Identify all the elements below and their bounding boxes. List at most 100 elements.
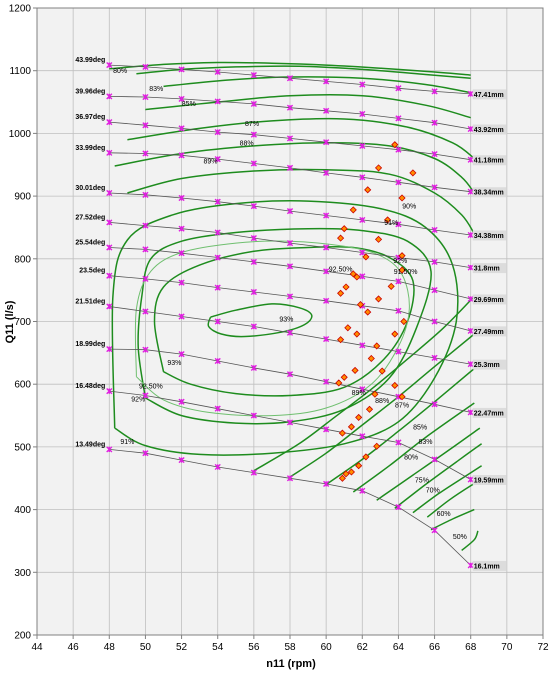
contour-label: 91% bbox=[120, 439, 134, 446]
guide-point-marker bbox=[250, 100, 257, 108]
opening-label-bg bbox=[472, 89, 507, 100]
opening-label: 47.41mm bbox=[474, 92, 504, 99]
y-tick-label: 800 bbox=[14, 254, 31, 265]
guide-point-marker bbox=[431, 258, 438, 266]
guide-point-marker bbox=[214, 405, 221, 412]
contour-label: 92.50% bbox=[139, 384, 163, 391]
test-point bbox=[355, 462, 363, 470]
guide-point-marker bbox=[214, 318, 221, 325]
guide-point-marker bbox=[106, 219, 113, 226]
y-tick-label: 900 bbox=[14, 192, 31, 203]
guide-point-marker bbox=[323, 244, 330, 251]
opening-label-bg bbox=[472, 326, 507, 337]
guide-point-marker bbox=[178, 313, 185, 320]
x-tick-label: 62 bbox=[357, 642, 369, 653]
guide-point-marker bbox=[323, 169, 330, 176]
guide-point-marker bbox=[467, 156, 474, 163]
guide-point-marker bbox=[323, 139, 330, 146]
guide-point-marker bbox=[214, 229, 221, 236]
efficiency-contour bbox=[461, 530, 479, 551]
guide-angle-label: 21.51deg bbox=[75, 298, 105, 305]
guide-point-marker bbox=[359, 386, 366, 393]
guide-point-marker bbox=[395, 146, 402, 153]
test-point bbox=[364, 308, 372, 316]
efficiency-contour bbox=[109, 61, 471, 76]
test-point bbox=[340, 373, 348, 381]
guide-point-marker bbox=[214, 156, 221, 163]
x-tick-label: 56 bbox=[248, 642, 260, 653]
guide-point-marker bbox=[467, 295, 474, 303]
guide-point-marker bbox=[142, 275, 149, 282]
guide-point-marker bbox=[286, 240, 294, 247]
guide-point-marker bbox=[467, 562, 474, 569]
test-point bbox=[355, 413, 363, 421]
guide-point-marker bbox=[395, 393, 402, 400]
guide-point-marker bbox=[286, 263, 294, 270]
contour-label: 92% bbox=[131, 397, 145, 404]
guide-point-marker bbox=[286, 135, 294, 142]
guide-point-marker bbox=[323, 480, 330, 487]
opening-label-bg bbox=[472, 263, 507, 274]
guide-point-marker bbox=[395, 503, 402, 511]
y-tick-label: 1200 bbox=[9, 4, 32, 15]
guide-point-marker bbox=[106, 93, 113, 100]
guide-point-marker bbox=[286, 164, 294, 171]
guide-point-marker bbox=[395, 348, 402, 355]
guide-point-marker bbox=[395, 221, 402, 228]
contour-label: 87% bbox=[395, 402, 409, 409]
x-axis-title: n11 (rpm) bbox=[266, 658, 316, 670]
test-point bbox=[337, 289, 345, 297]
test-point bbox=[362, 453, 370, 461]
efficiency-contour bbox=[325, 367, 475, 486]
contour-label: 91% bbox=[384, 220, 398, 227]
test-point bbox=[351, 366, 359, 374]
guide-point-marker bbox=[250, 71, 257, 79]
guide-point-marker bbox=[431, 354, 438, 361]
guide-point-marker bbox=[286, 293, 294, 300]
guide-point-marker bbox=[214, 129, 221, 136]
guide-angle-label: 25.54deg bbox=[75, 240, 105, 247]
y-tick-label: 300 bbox=[14, 568, 31, 579]
guide-point-marker bbox=[323, 426, 330, 433]
efficiency-contour bbox=[207, 303, 313, 338]
test-point bbox=[349, 270, 357, 278]
guide-point-marker bbox=[178, 225, 185, 232]
guide-point-marker bbox=[395, 307, 402, 314]
guide-point-marker bbox=[106, 303, 113, 310]
guide-point-marker bbox=[359, 81, 366, 88]
contour-label: 90% bbox=[402, 204, 416, 211]
x-tick-label: 60 bbox=[321, 642, 333, 653]
guide-point-marker bbox=[178, 250, 185, 257]
test-point bbox=[349, 206, 357, 214]
guide-point-marker bbox=[431, 119, 438, 126]
contour-label: 88% bbox=[240, 140, 254, 147]
x-tick-label: 58 bbox=[284, 642, 296, 653]
opening-label: 29.69mm bbox=[474, 297, 504, 304]
contour-label: 83% bbox=[419, 439, 433, 446]
guide-point-marker bbox=[106, 149, 113, 156]
contour-label: 75% bbox=[415, 478, 429, 485]
y-tick-label: 400 bbox=[14, 505, 31, 516]
guide-point-marker bbox=[142, 222, 149, 229]
test-point bbox=[353, 330, 361, 338]
opening-label: 16.1mm bbox=[474, 563, 500, 570]
x-tick-label: 52 bbox=[176, 642, 188, 653]
guide-point-marker bbox=[178, 194, 185, 202]
test-point bbox=[337, 336, 345, 344]
guide-point-marker bbox=[286, 419, 294, 426]
guide-point-marker bbox=[323, 297, 330, 304]
guide-point-marker bbox=[214, 284, 221, 291]
contour-label: 89% bbox=[352, 390, 366, 397]
opening-label: 27.49mm bbox=[474, 329, 504, 336]
guide-point-marker bbox=[286, 329, 294, 336]
test-point bbox=[338, 474, 346, 482]
contour-label: 87% bbox=[245, 121, 259, 128]
guide-point-marker bbox=[359, 249, 366, 256]
guide-point-marker bbox=[106, 446, 113, 453]
efficiency-contour bbox=[127, 168, 475, 235]
test-point bbox=[391, 381, 399, 390]
guide-point-marker bbox=[142, 93, 149, 101]
guide-point-marker bbox=[250, 235, 257, 242]
y-tick-label: 1100 bbox=[9, 66, 31, 77]
